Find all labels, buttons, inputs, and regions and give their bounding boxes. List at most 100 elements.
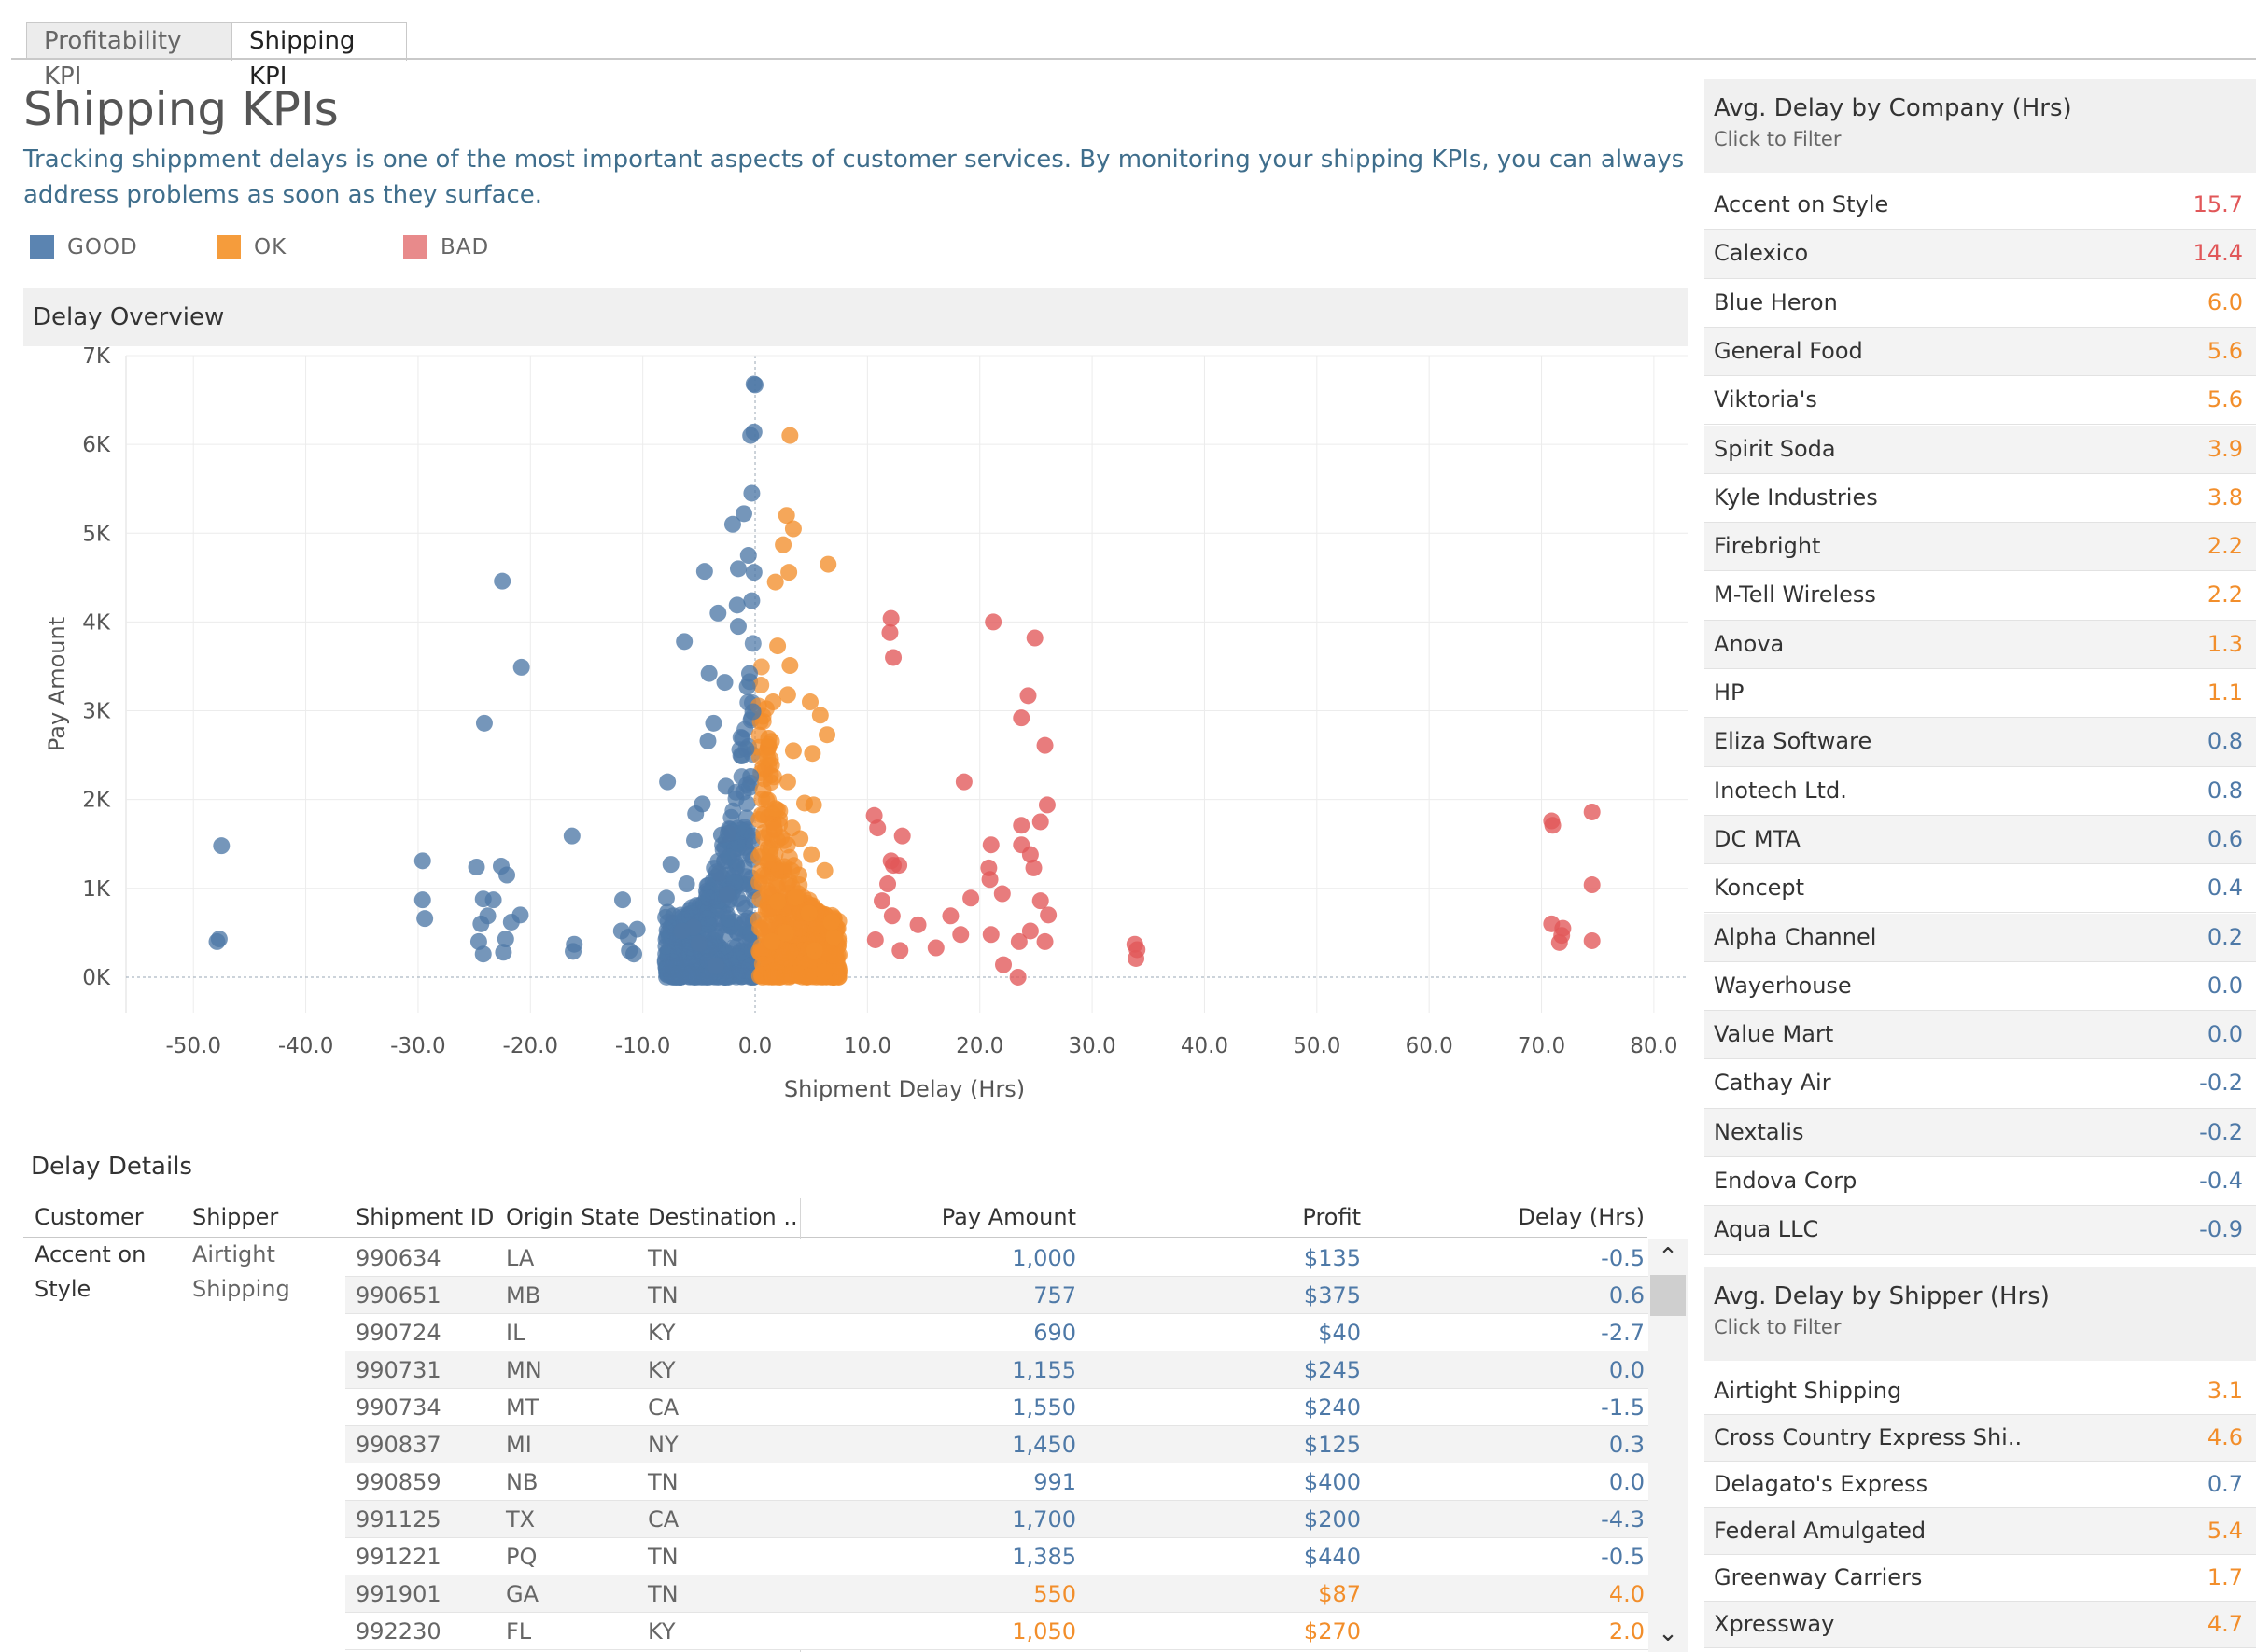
scatter-point[interactable] bbox=[804, 745, 821, 763]
scatter-point[interactable] bbox=[684, 968, 702, 986]
legend-bad[interactable]: BAD bbox=[403, 231, 489, 263]
scatter-point[interactable] bbox=[565, 943, 582, 960]
scatter-point[interactable] bbox=[808, 917, 826, 934]
shipper-row[interactable]: Cross Country Express Shi.. 4.6 bbox=[1704, 1415, 2256, 1462]
scatter-point[interactable] bbox=[668, 965, 686, 983]
scatter-point[interactable] bbox=[803, 846, 820, 863]
scatter-point[interactable] bbox=[777, 924, 794, 942]
scatter-point[interactable] bbox=[628, 920, 646, 938]
scatter-point[interactable] bbox=[993, 885, 1011, 903]
scatter-point[interactable] bbox=[781, 427, 799, 444]
scatter-point[interactable] bbox=[1013, 709, 1030, 727]
scatter-point[interactable] bbox=[787, 889, 805, 906]
company-row[interactable]: General Food 5.6 bbox=[1704, 327, 2256, 377]
scatter-point[interactable] bbox=[995, 956, 1013, 973]
scatter-point[interactable] bbox=[831, 945, 848, 963]
scatter-point[interactable] bbox=[744, 703, 762, 721]
scatter-point[interactable] bbox=[728, 596, 746, 614]
company-row[interactable]: Koncept 0.4 bbox=[1704, 864, 2256, 914]
scatter-point[interactable] bbox=[747, 376, 764, 394]
scatter-point[interactable] bbox=[710, 864, 728, 882]
scatter-point[interactable] bbox=[613, 891, 631, 909]
scatter-point[interactable] bbox=[808, 929, 826, 946]
scatter-point[interactable] bbox=[790, 866, 807, 884]
col-header-shipper[interactable]: Shipper bbox=[192, 1204, 279, 1230]
col-header-customer[interactable]: Customer bbox=[35, 1204, 144, 1230]
table-row[interactable] bbox=[345, 1613, 1648, 1650]
scatter-point[interactable] bbox=[778, 686, 796, 704]
scatter-point[interactable] bbox=[738, 794, 756, 812]
legend-ok[interactable]: OK bbox=[217, 231, 287, 263]
scatter-point[interactable] bbox=[778, 773, 796, 791]
company-row[interactable]: Value Mart 0.0 bbox=[1704, 1011, 2256, 1060]
company-row[interactable]: Inotech Ltd. 0.8 bbox=[1704, 766, 2256, 816]
col-header-pay-amount[interactable]: Pay Amount bbox=[941, 1204, 1076, 1230]
scatter-point[interactable] bbox=[678, 875, 695, 893]
scatter-point[interactable] bbox=[479, 907, 497, 925]
scatter-point[interactable] bbox=[563, 827, 581, 845]
scatter-point[interactable] bbox=[494, 572, 511, 590]
scatter-point[interactable] bbox=[981, 871, 999, 889]
col-header-profit[interactable]: Profit bbox=[1302, 1204, 1361, 1230]
col-header-shipment-id[interactable]: Shipment ID bbox=[356, 1204, 495, 1230]
scatter-point[interactable] bbox=[952, 926, 970, 944]
table-row[interactable] bbox=[345, 1389, 1648, 1426]
scatter-point[interactable] bbox=[700, 665, 718, 682]
scatter-point[interactable] bbox=[882, 609, 900, 627]
col-header-destination[interactable]: Destination .. bbox=[648, 1204, 798, 1230]
scatter-point[interactable] bbox=[738, 678, 756, 695]
table-row[interactable] bbox=[345, 1463, 1648, 1501]
table-row[interactable] bbox=[345, 1277, 1648, 1314]
scatter-point[interactable] bbox=[1583, 876, 1601, 894]
scatter-point[interactable] bbox=[743, 484, 761, 502]
table-row[interactable] bbox=[345, 1351, 1648, 1389]
scatter-point[interactable] bbox=[792, 830, 809, 847]
scatter-point[interactable] bbox=[729, 618, 747, 636]
scatter-point[interactable] bbox=[801, 693, 819, 711]
col-header-origin-state[interactable]: Origin State bbox=[506, 1204, 640, 1230]
scatter-point[interactable] bbox=[1031, 892, 1049, 910]
shipper-row[interactable]: Xpressway 4.7 bbox=[1704, 1602, 2256, 1648]
company-row[interactable]: Calexico 14.4 bbox=[1704, 230, 2256, 279]
scatter-point[interactable] bbox=[733, 748, 750, 765]
tab-profitability-kpi[interactable]: Profitability KPI bbox=[26, 22, 231, 91]
scatter-point[interactable] bbox=[699, 732, 717, 749]
company-row[interactable]: Nextalis -0.2 bbox=[1704, 1108, 2256, 1157]
scatter-point[interactable] bbox=[705, 714, 722, 732]
scatter-point[interactable] bbox=[962, 889, 980, 907]
scatter-point[interactable] bbox=[716, 674, 734, 692]
scatter-point[interactable] bbox=[717, 777, 735, 795]
scatter-point[interactable] bbox=[819, 726, 836, 744]
company-row[interactable]: Viktoria's 5.6 bbox=[1704, 376, 2256, 426]
shipper-row[interactable]: Delagato's Express 0.7 bbox=[1704, 1462, 2256, 1508]
scatter-point[interactable] bbox=[723, 515, 741, 533]
company-row[interactable]: Anova 1.3 bbox=[1704, 620, 2256, 669]
scatter-point[interactable] bbox=[495, 944, 512, 961]
scatter-point[interactable] bbox=[893, 827, 911, 845]
scatter-point[interactable] bbox=[416, 910, 434, 928]
scatter-point[interactable] bbox=[1013, 836, 1030, 854]
scatter-point[interactable] bbox=[742, 427, 760, 444]
table-row[interactable] bbox=[345, 1538, 1648, 1575]
scatter-point[interactable] bbox=[866, 931, 884, 948]
scatter-point[interactable] bbox=[475, 714, 493, 732]
scatter-point[interactable] bbox=[891, 942, 909, 959]
scatter-point[interactable] bbox=[745, 564, 763, 581]
scatter-point[interactable] bbox=[909, 916, 927, 933]
scatter-point[interactable] bbox=[825, 929, 843, 946]
scatter-point[interactable] bbox=[1038, 796, 1056, 814]
company-row[interactable]: Eliza Software 0.8 bbox=[1704, 718, 2256, 767]
scatter-point[interactable] bbox=[784, 742, 802, 760]
company-row[interactable]: Endova Corp -0.4 bbox=[1704, 1157, 2256, 1207]
scatter-point[interactable] bbox=[720, 824, 737, 842]
scatter-point[interactable] bbox=[673, 922, 691, 940]
scatter-point[interactable] bbox=[1128, 949, 1145, 967]
delay-overview-scatter-chart[interactable]: -50.0 -40.0 -30.0 -20.0 -10.0 0.0 10.0 20.0 30.0… bbox=[23, 346, 1688, 1121]
scatter-point[interactable] bbox=[720, 910, 737, 928]
scatter-point[interactable] bbox=[659, 773, 677, 791]
scatter-point[interactable] bbox=[736, 961, 753, 979]
scatter-point[interactable] bbox=[778, 507, 795, 525]
scatter-point[interactable] bbox=[760, 730, 778, 748]
scatter-point[interactable] bbox=[669, 948, 687, 966]
scatter-point[interactable] bbox=[657, 889, 675, 907]
